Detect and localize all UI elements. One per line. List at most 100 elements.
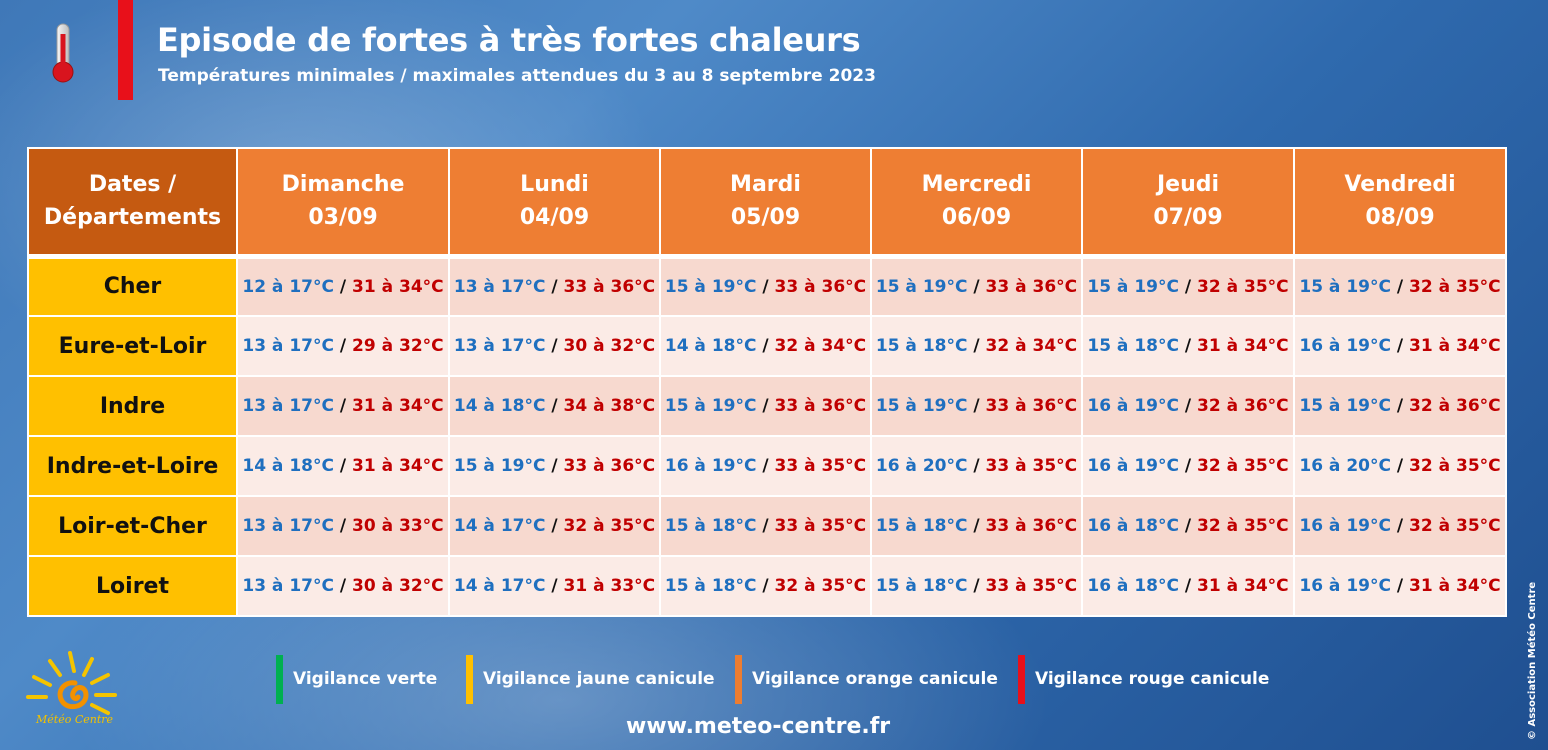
min-temperature: 13 à 17°C: [242, 516, 334, 536]
max-temperature: 30 à 33°C: [352, 516, 444, 536]
day-date: 05/09: [730, 205, 801, 231]
temperature-separator: /: [762, 516, 769, 536]
temperature-separator: /: [1396, 456, 1404, 476]
min-temperature: 15 à 19°C: [875, 276, 968, 297]
department-name: Indre: [27, 375, 238, 437]
copyright-notice: © Association Météo Centre: [1527, 581, 1538, 740]
max-temperature: 30 à 32°C: [563, 336, 656, 356]
temperature-cell: 16 à 20°C / 32 à 35°C: [1293, 435, 1507, 497]
temperature-cell: 15 à 19°C / 33 à 36°C: [870, 375, 1083, 437]
max-temperature: 33 à 36°C: [774, 396, 867, 416]
min-temperature: 13 à 17°C: [453, 276, 546, 297]
table-row: Indre 13 à 17°C / 31 à 34°C 14 à 18°C / 34…: [27, 375, 1507, 437]
temperature-cell: 16 à 19°C / 32 à 35°C: [1081, 435, 1295, 497]
max-temperature: 31 à 34°C: [1197, 576, 1289, 596]
table-row: Loiret 13 à 17°C / 30 à 32°C 14 à 17°C / 3…: [27, 555, 1507, 617]
temperature-separator: /: [1396, 576, 1404, 596]
min-temperature: 13 à 17°C: [242, 336, 334, 356]
min-temperature: 14 à 17°C: [453, 516, 546, 536]
min-temperature: 16 à 18°C: [1087, 516, 1179, 536]
temperature-cell: 15 à 19°C / 33 à 36°C: [659, 375, 872, 437]
temperature-separator: /: [339, 396, 347, 416]
max-temperature: 33 à 36°C: [985, 516, 1078, 536]
legend-label: Vigilance rouge canicule: [1035, 669, 1270, 689]
legend-label: Vigilance jaune canicule: [483, 669, 715, 689]
temperature-separator: /: [762, 336, 769, 356]
min-temperature: 13 à 17°C: [453, 336, 546, 356]
max-temperature: 32 à 34°C: [985, 336, 1078, 356]
corner-header: Dates / Départements: [27, 147, 238, 257]
temperature-separator: /: [762, 456, 769, 476]
max-temperature: 33 à 35°C: [985, 576, 1078, 596]
temperature-separator: /: [1184, 576, 1192, 596]
max-temperature: 33 à 36°C: [563, 276, 656, 297]
min-temperature: 14 à 18°C: [242, 456, 334, 476]
temperature-separator: /: [1184, 456, 1192, 476]
day-name: Mardi: [730, 172, 801, 198]
max-temperature: 32 à 36°C: [1197, 396, 1289, 416]
min-temperature: 15 à 19°C: [664, 276, 757, 297]
temperature-separator: /: [551, 516, 558, 536]
temperature-cell: 15 à 18°C / 32 à 35°C: [659, 555, 872, 617]
min-temperature: 14 à 17°C: [453, 576, 546, 596]
min-temperature: 16 à 19°C: [1087, 456, 1179, 476]
max-temperature: 31 à 34°C: [1197, 336, 1289, 356]
temperature-separator: /: [1184, 516, 1192, 536]
page-subtitle: Températures minimales / maximales atten…: [158, 66, 876, 86]
max-temperature: 33 à 36°C: [985, 276, 1078, 297]
temperature-separator: /: [551, 276, 558, 297]
temperature-cell: 15 à 19°C / 32 à 35°C: [1293, 253, 1507, 317]
min-temperature: 15 à 18°C: [664, 516, 757, 536]
temperature-separator: /: [1184, 276, 1192, 297]
temperature-separator: /: [973, 576, 980, 596]
min-temperature: 12 à 17°C: [242, 276, 334, 297]
min-temperature: 15 à 18°C: [664, 576, 757, 596]
legend-color-bar: [1018, 655, 1025, 704]
max-temperature: 32 à 35°C: [1197, 516, 1289, 536]
temperature-cell: 16 à 20°C / 33 à 35°C: [870, 435, 1083, 497]
min-temperature: 16 à 20°C: [875, 456, 968, 476]
temperature-separator: /: [762, 396, 769, 416]
temperature-cell: 15 à 18°C / 32 à 34°C: [870, 315, 1083, 377]
max-temperature: 31 à 33°C: [563, 576, 656, 596]
temperature-cell: 16 à 19°C / 31 à 34°C: [1293, 555, 1507, 617]
day-header: Vendredi 08/09: [1293, 147, 1507, 257]
min-temperature: 16 à 18°C: [1087, 576, 1179, 596]
day-header: Jeudi 07/09: [1081, 147, 1295, 257]
max-temperature: 32 à 34°C: [774, 336, 867, 356]
min-temperature: 16 à 19°C: [1087, 396, 1179, 416]
max-temperature: 30 à 32°C: [352, 576, 444, 596]
table-row: Indre-et-Loire 14 à 18°C / 31 à 34°C 15 à …: [27, 435, 1507, 497]
temperature-separator: /: [339, 456, 347, 476]
day-header: Mercredi 06/09: [870, 147, 1083, 257]
min-temperature: 15 à 18°C: [875, 336, 968, 356]
temperature-cell: 16 à 19°C / 33 à 35°C: [659, 435, 872, 497]
temperature-separator: /: [551, 576, 558, 596]
temperature-cell: 14 à 18°C / 32 à 34°C: [659, 315, 872, 377]
corner-header-line2: Départements: [43, 205, 222, 231]
max-temperature: 32 à 35°C: [1409, 516, 1501, 536]
temperature-cell: 15 à 19°C / 32 à 35°C: [1081, 253, 1295, 317]
max-temperature: 32 à 36°C: [1409, 396, 1501, 416]
temperature-separator: /: [762, 576, 769, 596]
logo-text: Météo Centre: [36, 713, 114, 726]
department-name: Eure-et-Loir: [27, 315, 238, 377]
legend-color-bar: [276, 655, 283, 704]
day-name: Dimanche: [281, 172, 405, 198]
temperature-separator: /: [551, 456, 558, 476]
page-title: Episode de fortes à très fortes chaleurs: [157, 21, 861, 59]
max-temperature: 33 à 36°C: [774, 276, 867, 297]
department-name: Loir-et-Cher: [27, 495, 238, 557]
min-temperature: 15 à 18°C: [875, 576, 968, 596]
department-name: Cher: [27, 253, 238, 317]
legend-label: Vigilance verte: [293, 669, 438, 689]
temperature-separator: /: [1396, 516, 1404, 536]
temperature-separator: /: [973, 336, 980, 356]
temperature-cell: 14 à 18°C / 34 à 38°C: [448, 375, 661, 437]
max-temperature: 32 à 35°C: [774, 576, 867, 596]
max-temperature: 31 à 34°C: [1409, 576, 1501, 596]
website-link[interactable]: www.meteo-centre.fr: [626, 714, 891, 739]
day-name: Lundi: [520, 172, 589, 198]
max-temperature: 32 à 35°C: [563, 516, 656, 536]
temperature-separator: /: [1396, 396, 1404, 416]
